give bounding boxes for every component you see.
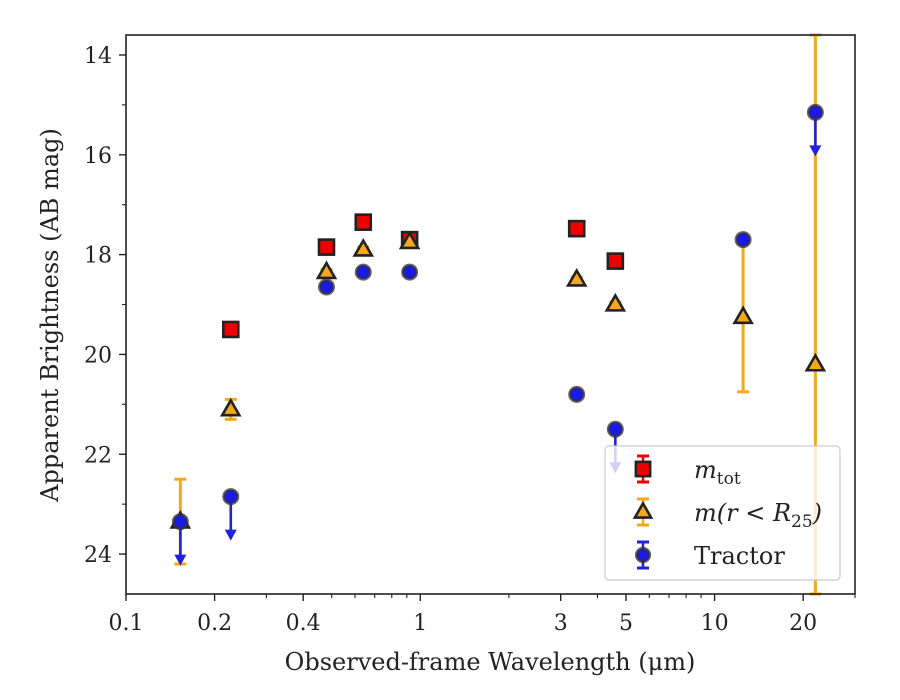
upper-limit-head	[224, 529, 237, 541]
y-tick-label: 24	[84, 543, 112, 568]
point-triangle	[565, 267, 588, 287]
legend-label-base: Tractor	[694, 542, 785, 570]
plot-frame	[125, 34, 856, 595]
x-tick-label: 3	[554, 611, 568, 636]
point-circle	[606, 420, 624, 438]
y-axis-label: Apparent Brightness (AB mag)	[36, 128, 64, 503]
point-circle	[171, 513, 189, 531]
x-tick-label: 0.1	[109, 611, 144, 636]
point-circle	[806, 103, 824, 121]
point-triangle	[352, 238, 375, 257]
point-circle	[734, 231, 752, 249]
legend-label: m(r < R25)	[694, 499, 822, 532]
point-triangle	[398, 230, 421, 250]
axis-ticks: 0.1 0.2 0.4 1 3 5 10 20 14 16 18 20 22 24	[84, 44, 856, 636]
x-tick-label: 10	[701, 611, 729, 636]
legend-label: mtot	[694, 456, 741, 489]
x-tick-label: 0.4	[286, 611, 321, 636]
upper-limit-head	[809, 145, 822, 157]
legend-label-subscript: tot	[717, 469, 741, 489]
legend-marker	[632, 500, 654, 519]
point-triangle	[219, 397, 242, 417]
point-square	[221, 320, 240, 339]
legend-label: Tractor	[694, 542, 785, 570]
x-tick-label: 5	[619, 611, 633, 636]
legend-label-base: m(r < R	[694, 499, 791, 527]
y-tick-label: 16	[84, 144, 112, 169]
point-circle	[317, 278, 335, 296]
x-tick-label: 0.2	[197, 611, 232, 636]
point-triangle	[315, 260, 338, 280]
point-square	[567, 219, 586, 238]
point-circle	[568, 385, 586, 403]
point-circle	[401, 263, 419, 281]
y-tick-label: 22	[84, 443, 112, 468]
legend-box	[604, 445, 841, 581]
legend-marker	[634, 546, 652, 564]
point-square	[354, 213, 373, 231]
point-circle	[222, 488, 240, 506]
point-triangle	[804, 352, 827, 372]
upper-limit-head	[174, 554, 187, 566]
y-tick-label: 18	[84, 244, 112, 269]
legend-label-base: m	[694, 456, 717, 484]
legend-label-tail: )	[812, 499, 822, 527]
point-square	[317, 238, 336, 256]
legend-marker	[634, 460, 652, 478]
legend-label-subscript: 25	[791, 512, 813, 532]
point-triangle	[732, 305, 754, 325]
point-triangle	[604, 292, 627, 312]
point-circle	[354, 263, 372, 281]
y-tick-label: 20	[84, 343, 112, 368]
points-layer	[169, 103, 827, 531]
x-tick-label: 20	[789, 611, 817, 636]
point-square	[606, 252, 625, 270]
y-tick-label: 14	[84, 44, 112, 69]
legend: mtot m(r < R25) Tractor	[604, 445, 841, 581]
x-axis-label: Observed-frame Wavelength (μm)	[285, 648, 696, 676]
plot-marks	[169, 33, 827, 596]
x-tick-label: 1	[413, 611, 427, 636]
